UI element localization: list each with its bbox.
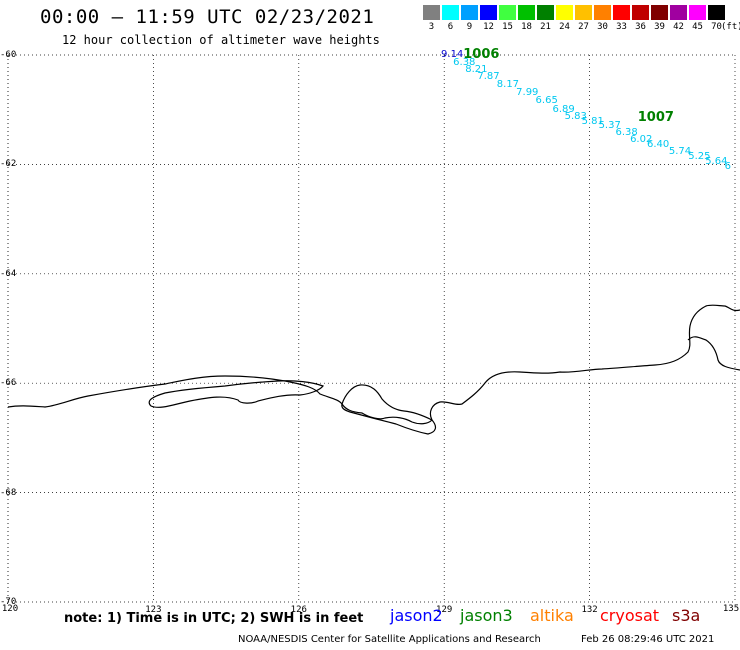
wave-height-label: 7.87 bbox=[477, 70, 500, 82]
satellite-name: jason3 bbox=[460, 606, 513, 625]
footnote: note: 1) Time is in UTC; 2) SWH is in fe… bbox=[64, 611, 364, 626]
pressure-label: 1007 bbox=[637, 109, 674, 125]
pressure-label: 1006 bbox=[463, 47, 500, 63]
legend-label: 33 bbox=[616, 22, 627, 32]
credit-line: NOAA/NESDIS Center for Satellite Applica… bbox=[238, 634, 541, 645]
legend-label: 30 bbox=[597, 22, 608, 32]
lon-label: 120 bbox=[1, 604, 19, 614]
wave-height-label: 5.81 bbox=[581, 115, 604, 127]
lat-label: -68 bbox=[0, 487, 17, 498]
wave-height-label: 5.74 bbox=[668, 146, 692, 158]
legend-swatch bbox=[461, 5, 478, 20]
legend-swatch bbox=[537, 5, 554, 20]
lon-label: 123 bbox=[145, 605, 162, 615]
wave-height-label: 5.83 bbox=[564, 110, 587, 122]
legend-label: 9 bbox=[466, 22, 473, 32]
legend-swatch bbox=[480, 5, 497, 20]
legend-label: 18 bbox=[521, 22, 532, 32]
legend-label: 45 bbox=[692, 22, 703, 32]
legend-swatch bbox=[518, 5, 535, 20]
legend-label: 70 bbox=[711, 22, 722, 32]
lon-label: 132 bbox=[581, 605, 598, 615]
lon-label: 129 bbox=[436, 605, 453, 615]
lat-label: -64 bbox=[0, 268, 17, 279]
lat-label: -60 bbox=[0, 50, 17, 60]
wave-height-label: 6.40 bbox=[647, 139, 670, 151]
coastline-bay bbox=[341, 384, 437, 435]
legend-swatch bbox=[575, 5, 592, 20]
generated-timestamp: Feb 26 08:29:46 UTC 2021 bbox=[581, 634, 715, 645]
legend-swatch bbox=[708, 5, 725, 20]
legend-label: 27 bbox=[578, 22, 589, 32]
color-legend: 3 6 9 12 15 18 21 24 27 30 33 36 39 42 45 70 bbox=[423, 5, 728, 35]
satellite-name: jason2 bbox=[390, 606, 443, 625]
lon-label: 135 bbox=[722, 604, 740, 614]
wave-height-label: 6.38 bbox=[453, 57, 476, 69]
wave-height-label: 5.25 bbox=[688, 151, 711, 163]
lat-label: -62 bbox=[0, 159, 17, 170]
lat-label: -66 bbox=[0, 378, 17, 389]
wave-height-label: 6.65 bbox=[535, 95, 558, 107]
satellite-name: cryosat bbox=[600, 606, 660, 625]
wave-height-label: 6 bbox=[724, 161, 731, 173]
page-title: 00:00 – 11:59 UTC 02/23/2021 bbox=[40, 6, 375, 28]
legend-label: 6 bbox=[447, 22, 454, 32]
legend-label: 39 bbox=[654, 22, 665, 32]
antarctic-coastline bbox=[7, 304, 740, 425]
wave-height-label: 9.14 bbox=[441, 49, 464, 60]
coastline-island bbox=[148, 380, 324, 408]
wave-height-label: 5.64 bbox=[705, 155, 728, 167]
legend-swatch bbox=[423, 5, 440, 20]
coastline-east bbox=[687, 336, 740, 371]
legend-unit: (ft) bbox=[721, 22, 740, 32]
legend-label: 36 bbox=[635, 22, 646, 32]
satellite-name: altika bbox=[530, 606, 574, 625]
legend-swatch bbox=[499, 5, 516, 20]
legend-label: 12 bbox=[483, 22, 494, 32]
lon-label: 126 bbox=[290, 605, 307, 615]
legend-label: 15 bbox=[502, 22, 513, 32]
wave-height-label: 6.02 bbox=[630, 133, 653, 145]
legend-label: 3 bbox=[428, 22, 435, 32]
legend-swatch bbox=[442, 5, 459, 20]
legend-swatch bbox=[689, 5, 706, 20]
page-subtitle: 12 hour collection of altimeter wave hei… bbox=[62, 33, 380, 47]
legend-swatch bbox=[556, 5, 573, 20]
wave-height-label: 5.37 bbox=[598, 120, 621, 132]
legend-swatch bbox=[594, 5, 611, 20]
legend-swatch bbox=[632, 5, 649, 20]
lat-label: -70 bbox=[0, 597, 17, 607]
wave-height-label: 6.89 bbox=[552, 103, 575, 115]
legend-swatch bbox=[613, 5, 630, 20]
wave-height-label: 8.17 bbox=[496, 79, 520, 91]
wave-height-label: 7.99 bbox=[516, 87, 539, 99]
legend-label: 21 bbox=[540, 22, 551, 32]
satellite-name: s3a bbox=[672, 606, 701, 625]
legend-swatch bbox=[670, 5, 687, 20]
wave-height-label: 6.38 bbox=[615, 126, 638, 138]
legend-label: 42 bbox=[673, 22, 684, 32]
legend-swatch bbox=[651, 5, 668, 20]
legend-label: 24 bbox=[559, 22, 570, 32]
wave-height-label: 8.21 bbox=[465, 64, 488, 76]
